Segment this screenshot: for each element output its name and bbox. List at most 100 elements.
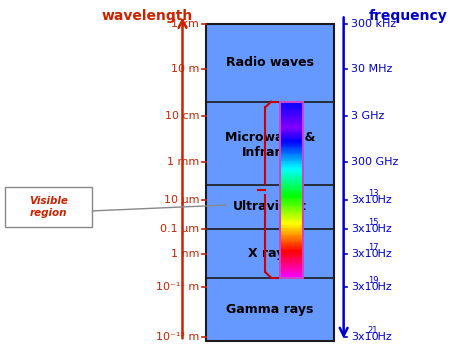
Bar xyxy=(280,102,303,103)
Bar xyxy=(280,135,303,136)
Bar xyxy=(280,258,303,259)
Bar xyxy=(280,217,303,218)
Bar xyxy=(280,131,303,132)
Text: 3 GHz: 3 GHz xyxy=(351,111,384,121)
Bar xyxy=(280,178,303,179)
Bar xyxy=(280,191,303,192)
Bar xyxy=(280,120,303,121)
Bar xyxy=(280,106,303,107)
Text: 10 m: 10 m xyxy=(171,64,199,74)
Bar xyxy=(280,251,303,252)
Bar xyxy=(280,242,303,243)
Bar xyxy=(280,245,303,246)
Text: 13: 13 xyxy=(368,189,378,198)
Bar xyxy=(280,124,303,125)
Bar xyxy=(280,155,303,156)
Bar xyxy=(280,248,303,249)
Text: Hz: Hz xyxy=(374,282,391,292)
Text: Hz: Hz xyxy=(374,332,391,342)
Bar xyxy=(280,176,303,178)
Bar xyxy=(280,271,303,272)
Bar xyxy=(280,105,303,106)
Bar xyxy=(280,187,303,188)
Bar xyxy=(280,274,303,275)
Bar xyxy=(280,102,303,278)
Bar xyxy=(280,196,303,197)
Bar xyxy=(280,147,303,148)
Bar xyxy=(280,103,303,104)
Bar xyxy=(280,200,303,201)
Bar xyxy=(280,276,303,277)
Bar xyxy=(280,153,303,154)
Bar xyxy=(280,113,303,114)
Bar xyxy=(280,128,303,129)
Text: 3x10: 3x10 xyxy=(351,249,378,259)
Bar xyxy=(280,129,303,130)
Bar xyxy=(280,175,303,176)
Bar xyxy=(280,273,303,274)
Text: 19: 19 xyxy=(368,276,378,285)
Bar xyxy=(280,208,303,209)
Bar xyxy=(280,226,303,227)
Bar xyxy=(280,138,303,139)
Text: 1 mm: 1 mm xyxy=(167,156,199,167)
Bar xyxy=(280,195,303,196)
Bar xyxy=(280,260,303,261)
Bar xyxy=(280,207,303,208)
Bar xyxy=(280,160,303,162)
Text: 3x10: 3x10 xyxy=(351,332,378,342)
Bar xyxy=(280,168,303,170)
Bar xyxy=(280,158,303,159)
Bar xyxy=(280,134,303,135)
Bar xyxy=(280,137,303,138)
Bar xyxy=(280,192,303,193)
Bar xyxy=(280,234,303,236)
Bar xyxy=(280,143,303,144)
Bar xyxy=(280,236,303,237)
Bar xyxy=(280,157,303,158)
Bar xyxy=(280,171,303,172)
Bar xyxy=(280,246,303,247)
Text: 15: 15 xyxy=(368,218,378,227)
Bar xyxy=(280,270,303,271)
Bar xyxy=(280,232,303,233)
Bar xyxy=(280,249,303,250)
Bar xyxy=(280,188,303,189)
Text: Hz: Hz xyxy=(374,224,391,234)
Bar xyxy=(280,139,303,140)
Bar xyxy=(280,239,303,240)
Bar xyxy=(280,220,303,221)
Text: 3x10: 3x10 xyxy=(351,282,378,292)
Bar xyxy=(280,126,303,127)
Bar xyxy=(280,130,303,131)
Bar xyxy=(206,24,334,341)
Bar xyxy=(280,231,303,232)
Bar xyxy=(280,197,303,199)
Bar xyxy=(280,230,303,231)
Bar xyxy=(280,213,303,214)
Text: 3x10: 3x10 xyxy=(351,195,378,205)
Bar xyxy=(280,186,303,187)
Bar xyxy=(280,108,303,109)
Bar xyxy=(280,166,303,167)
Bar xyxy=(280,144,303,145)
Bar xyxy=(280,182,303,183)
Bar xyxy=(280,151,303,152)
Bar xyxy=(280,201,303,202)
Bar xyxy=(280,118,303,119)
Bar xyxy=(280,148,303,149)
Bar xyxy=(280,211,303,212)
Bar xyxy=(280,163,303,164)
Bar xyxy=(280,142,303,143)
Bar xyxy=(280,240,303,241)
Bar xyxy=(280,215,303,216)
Bar xyxy=(280,221,303,222)
Bar xyxy=(280,238,303,239)
Bar xyxy=(280,267,303,268)
Bar xyxy=(280,140,303,141)
Bar xyxy=(280,214,303,215)
Bar xyxy=(280,181,303,182)
Bar xyxy=(280,132,303,133)
Text: 1 km: 1 km xyxy=(171,19,199,29)
Bar xyxy=(280,122,303,123)
